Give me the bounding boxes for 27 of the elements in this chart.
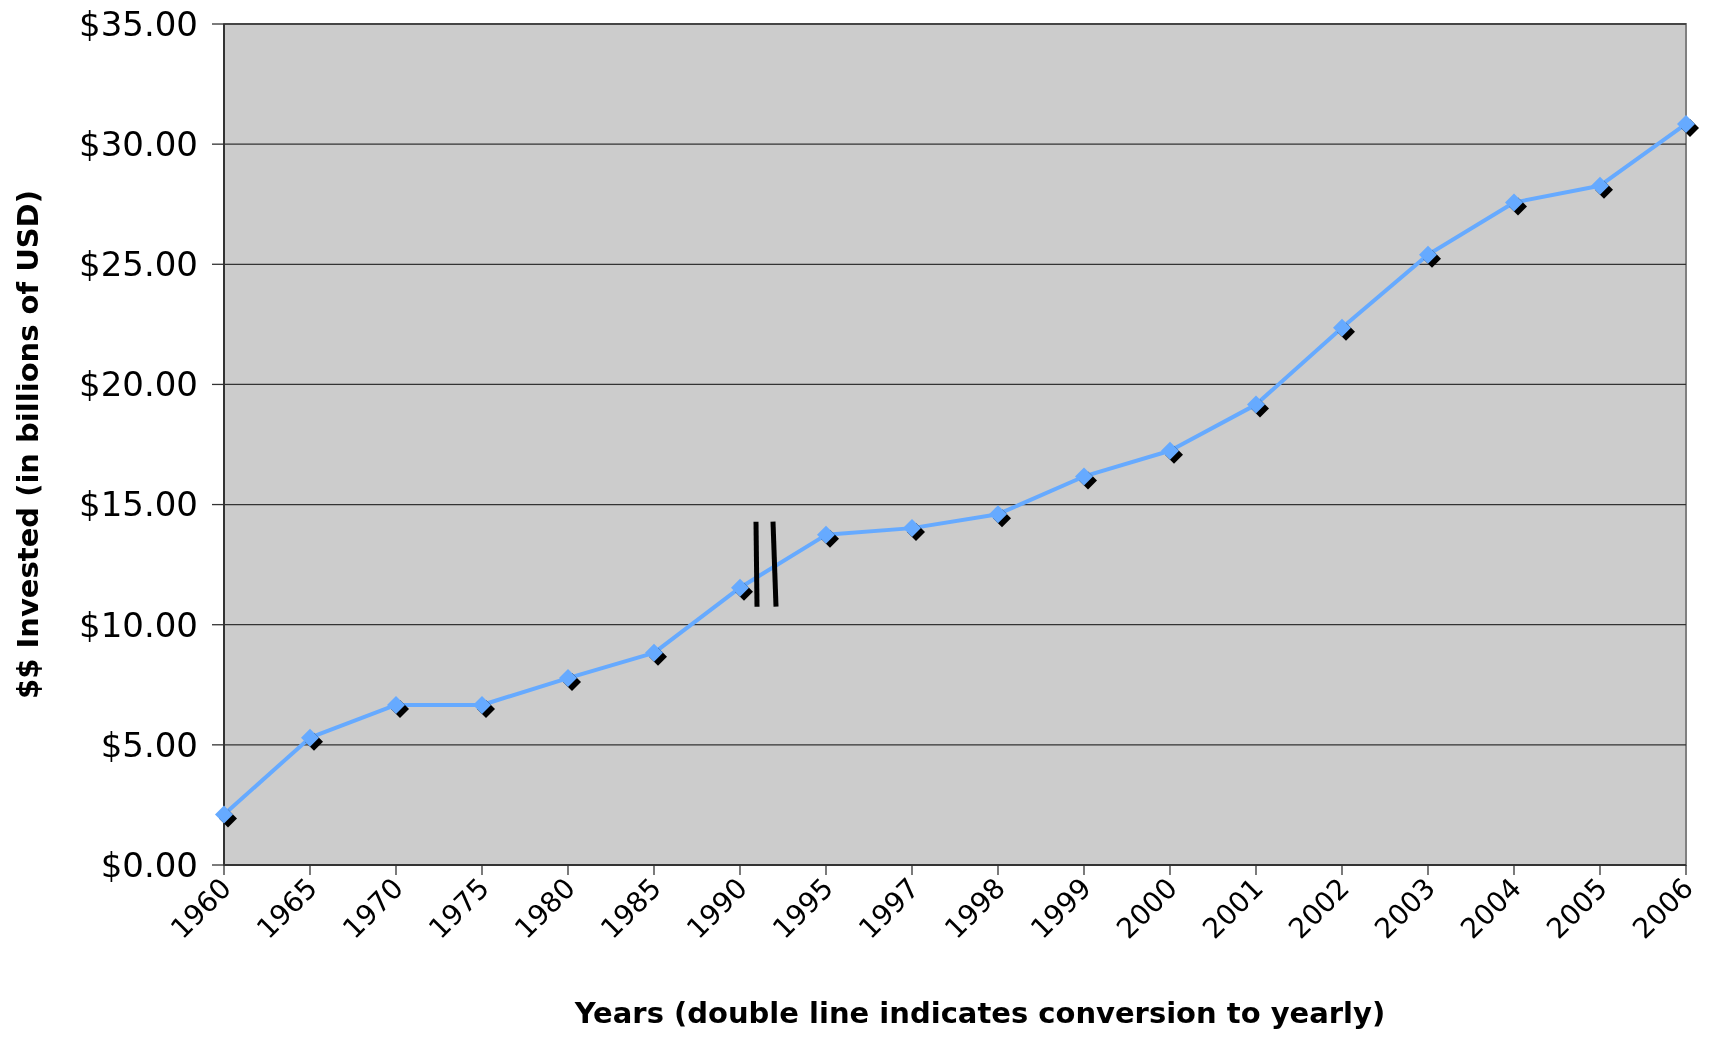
point [989, 505, 1007, 524]
point [473, 695, 491, 714]
point [215, 805, 233, 824]
point [301, 728, 319, 747]
point [1591, 176, 1609, 195]
y-tick-label: $5.00 [100, 724, 198, 765]
y-tick-label: $30.00 [79, 124, 198, 165]
y-tick-label: $20.00 [79, 364, 198, 405]
point [731, 578, 749, 597]
y-tick-label: $15.00 [79, 484, 198, 525]
point [1247, 395, 1265, 414]
point [1333, 318, 1351, 337]
y-axis-title: $$ Invested (in billions of USD) [11, 190, 45, 699]
point [559, 669, 577, 688]
point [817, 525, 835, 544]
y-tick-label: $10.00 [79, 604, 198, 645]
point [1505, 193, 1523, 212]
y-tick-label: $35.00 [79, 3, 198, 44]
point [1419, 245, 1437, 264]
point [1677, 114, 1695, 133]
y-tick-label: $25.00 [79, 244, 198, 285]
point [387, 695, 405, 714]
x-axis-title: Years (double line indicates conversion to yearly) [573, 996, 1386, 1030]
point [903, 519, 921, 538]
point [1075, 467, 1093, 486]
point [1161, 441, 1179, 460]
point [645, 643, 663, 662]
